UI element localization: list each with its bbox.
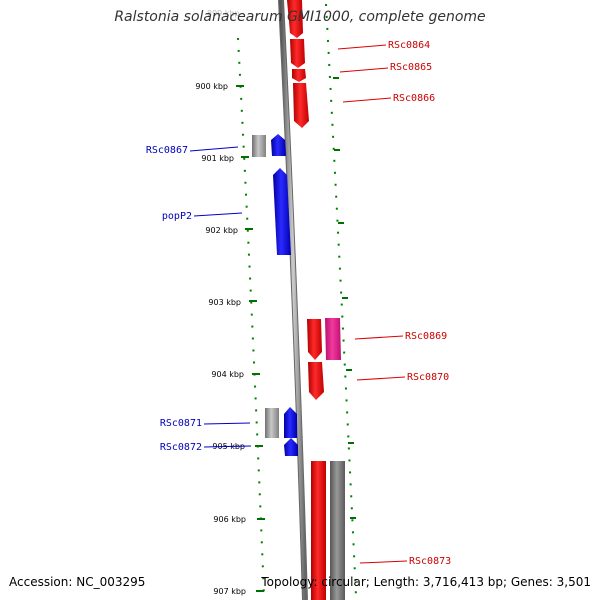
label-rsc0866: RSc0866 (393, 93, 435, 104)
rna-rsc0867[interactable] (252, 135, 266, 157)
tick-label-partial: 899 kbp (207, 9, 240, 18)
gene-rsc0869-pseudo[interactable] (325, 318, 341, 360)
label-rsc0872: RSc0872 (160, 442, 202, 453)
map-title: Ralstonia solanacearum GMI1000, complete… (114, 9, 486, 25)
backbone-arc-highlight (279, 0, 307, 600)
rna-rsc0873-adjacent[interactable] (330, 461, 345, 600)
tick-label-902: 902 kbp (205, 226, 238, 235)
accession-text: Accession: NC_003295 (9, 575, 146, 589)
gene-rsc0870[interactable] (308, 362, 324, 400)
gene-popp2[interactable] (273, 168, 291, 255)
forward-genes (287, 0, 345, 600)
gene-rsc0865b[interactable] (292, 69, 306, 82)
tick-label-904: 904 kbp (211, 370, 244, 379)
tick-label-907: 907 kbp (213, 587, 246, 596)
outer-ticks (333, 77, 356, 519)
gene-rsc0867[interactable] (271, 134, 286, 156)
gene-rsc0866[interactable] (293, 83, 309, 128)
gene-rsc0872[interactable] (284, 438, 298, 456)
gene-rsc0873[interactable] (311, 461, 326, 600)
label-rsc0869: RSc0869 (405, 331, 447, 342)
tick-label-906: 906 kbp (213, 515, 246, 524)
tick-label-901: 901 kbp (201, 154, 234, 163)
gene-rsc0871[interactable] (284, 407, 297, 438)
reverse-genes (252, 134, 298, 456)
rna-rsc0871[interactable] (265, 408, 279, 438)
label-popp2: popP2 (162, 211, 192, 222)
scale-ring-inner (237, 37, 265, 597)
gene-rsc0865[interactable] (290, 39, 305, 68)
label-rsc0864: RSc0864 (388, 40, 430, 51)
genome-summary: Topology: circular; Length: 3,716,413 bp… (261, 575, 591, 589)
label-rsc0865: RSc0865 (390, 62, 432, 73)
gene-rsc0864[interactable] (287, 0, 303, 38)
leader-lines (189, 44, 408, 564)
label-rsc0870: RSc0870 (407, 372, 449, 383)
gene-rsc0869[interactable] (307, 319, 322, 360)
label-rsc0873: RSc0873 (409, 556, 451, 567)
label-rsc0871: RSc0871 (160, 418, 202, 429)
tick-label-903: 903 kbp (208, 298, 241, 307)
tick-label-900: 900 kbp (195, 82, 228, 91)
label-rsc0867: RSc0867 (146, 145, 188, 156)
scale-ticks (236, 85, 265, 592)
